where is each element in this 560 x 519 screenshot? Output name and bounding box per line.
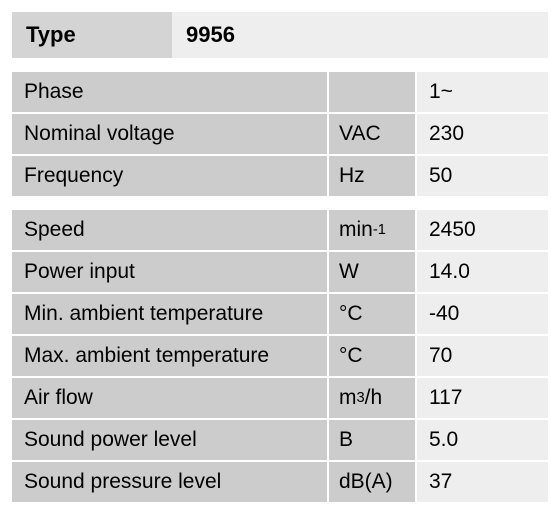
value-cell: 230 (415, 114, 548, 154)
unit-cell: min-1 (327, 210, 415, 250)
table-row: Speedmin-12450 (12, 210, 548, 252)
table-row: Sound pressure leveldB(A)37 (12, 462, 548, 502)
value-cell: 5.0 (415, 420, 548, 460)
param-cell: Speed (12, 210, 327, 250)
value-cell: -40 (415, 294, 548, 334)
param-cell: Phase (12, 72, 327, 112)
param-cell: Max. ambient temperature (12, 336, 327, 376)
unit-cell: Hz (327, 156, 415, 196)
value-cell: 117 (415, 378, 548, 418)
spec-table: Type 9956 Phase1~Nominal voltageVAC230Fr… (12, 12, 548, 502)
value-cell: 14.0 (415, 252, 548, 292)
table-row: Power inputW14.0 (12, 252, 548, 294)
unit-cell: dB(A) (327, 462, 415, 502)
table-row: FrequencyHz50 (12, 156, 548, 196)
param-cell: Air flow (12, 378, 327, 418)
param-cell: Power input (12, 252, 327, 292)
param-cell: Nominal voltage (12, 114, 327, 154)
header-label: Type (12, 12, 172, 58)
unit-cell: W (327, 252, 415, 292)
value-cell: 70 (415, 336, 548, 376)
param-cell: Sound pressure level (12, 462, 327, 502)
unit-cell: °C (327, 294, 415, 334)
unit-cell: m3/h (327, 378, 415, 418)
unit-cell: VAC (327, 114, 415, 154)
param-cell: Min. ambient temperature (12, 294, 327, 334)
table-row: Nominal voltageVAC230 (12, 114, 548, 156)
spec-section: Speedmin-12450Power inputW14.0Min. ambie… (12, 210, 548, 502)
param-cell: Sound power level (12, 420, 327, 460)
param-cell: Frequency (12, 156, 327, 196)
table-row: Phase 1~ (12, 72, 548, 114)
unit-cell (327, 72, 415, 112)
table-row: Air flowm3/h117 (12, 378, 548, 420)
unit-cell: B (327, 420, 415, 460)
table-row: Max. ambient temperature°C70 (12, 336, 548, 378)
spec-section: Phase1~Nominal voltageVAC230FrequencyHz5… (12, 72, 548, 196)
header-row: Type 9956 (12, 12, 548, 58)
table-row: Min. ambient temperature°C-40 (12, 294, 548, 336)
value-cell: 50 (415, 156, 548, 196)
table-row: Sound power levelB5.0 (12, 420, 548, 462)
header-value: 9956 (172, 12, 548, 58)
value-cell: 1~ (415, 72, 548, 112)
value-cell: 2450 (415, 210, 548, 250)
value-cell: 37 (415, 462, 548, 502)
unit-cell: °C (327, 336, 415, 376)
